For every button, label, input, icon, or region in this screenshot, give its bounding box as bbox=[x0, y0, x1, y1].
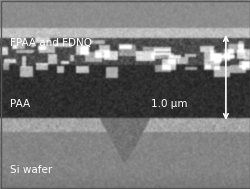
Text: PAA: PAA bbox=[10, 99, 30, 109]
Text: FPAA and FDNQ: FPAA and FDNQ bbox=[10, 39, 92, 48]
Text: 1.0 μm: 1.0 μm bbox=[150, 99, 186, 109]
Text: Si wafer: Si wafer bbox=[10, 165, 52, 175]
